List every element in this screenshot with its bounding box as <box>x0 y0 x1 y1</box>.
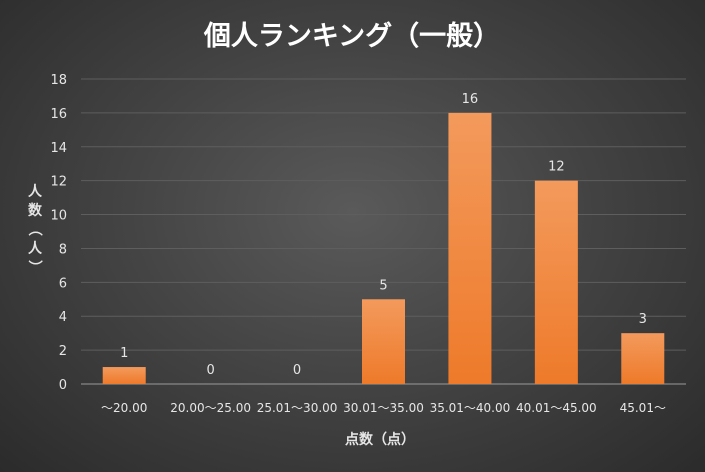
x-axis-title: 点数（点） <box>345 431 415 448</box>
data-label: 3 <box>639 312 647 327</box>
gridlines <box>81 78 686 385</box>
y-tick-label: 2 <box>59 344 67 359</box>
data-label: 16 <box>462 92 479 107</box>
y-tick-label: 6 <box>59 276 67 291</box>
x-tick-label: 30.01～35.00 <box>343 401 424 415</box>
x-tick-label: 20.00～25.00 <box>170 401 251 415</box>
bar <box>534 180 578 384</box>
data-label: 0 <box>293 363 301 378</box>
bars <box>102 112 665 384</box>
data-label: 0 <box>207 363 215 378</box>
y-tick-label: 8 <box>59 242 67 257</box>
bar <box>448 112 492 384</box>
x-tick-label: 25.01～30.00 <box>257 401 338 415</box>
y-tick-label: 12 <box>50 175 67 190</box>
y-tick-label: 14 <box>50 141 67 156</box>
x-tick-label: 40.01～45.00 <box>516 401 597 415</box>
y-axis-title-char: 人 <box>28 240 43 257</box>
y-axis-title-char: 数 <box>28 202 43 219</box>
bar <box>621 333 665 384</box>
y-tick-label: 0 <box>59 378 67 393</box>
x-tick-label: 45.01～ <box>620 401 666 415</box>
data-label: 1 <box>120 346 128 361</box>
x-tick-label: ～20.00 <box>101 401 147 415</box>
data-label: 5 <box>379 278 387 293</box>
chart-title: 個人ランキング（一般） <box>203 20 500 52</box>
y-tick-label: 16 <box>50 107 67 122</box>
data-label: 12 <box>548 160 565 175</box>
y-tick-label: 4 <box>59 310 67 325</box>
y-axis-title: 人数（人） <box>26 183 43 274</box>
y-tick-label: 18 <box>50 73 67 88</box>
x-axis-ticks: ～20.00 20.00～25.00 25.01～30.00 30.01～35.00 3… <box>101 401 666 415</box>
y-axis-title-char: 人 <box>28 183 43 200</box>
y-axis-title-char: ） <box>26 260 42 274</box>
y-tick-label: 10 <box>50 209 67 224</box>
y-axis-ticks: 0 2 4 6 8 10 12 14 16 18 <box>50 73 67 393</box>
y-axis-title-char: （ <box>26 222 42 236</box>
data-labels: 1 0 0 5 16 12 3 <box>120 92 647 378</box>
x-tick-label: 35.01～40.00 <box>430 401 511 415</box>
bar <box>102 367 146 384</box>
bar <box>362 299 405 384</box>
